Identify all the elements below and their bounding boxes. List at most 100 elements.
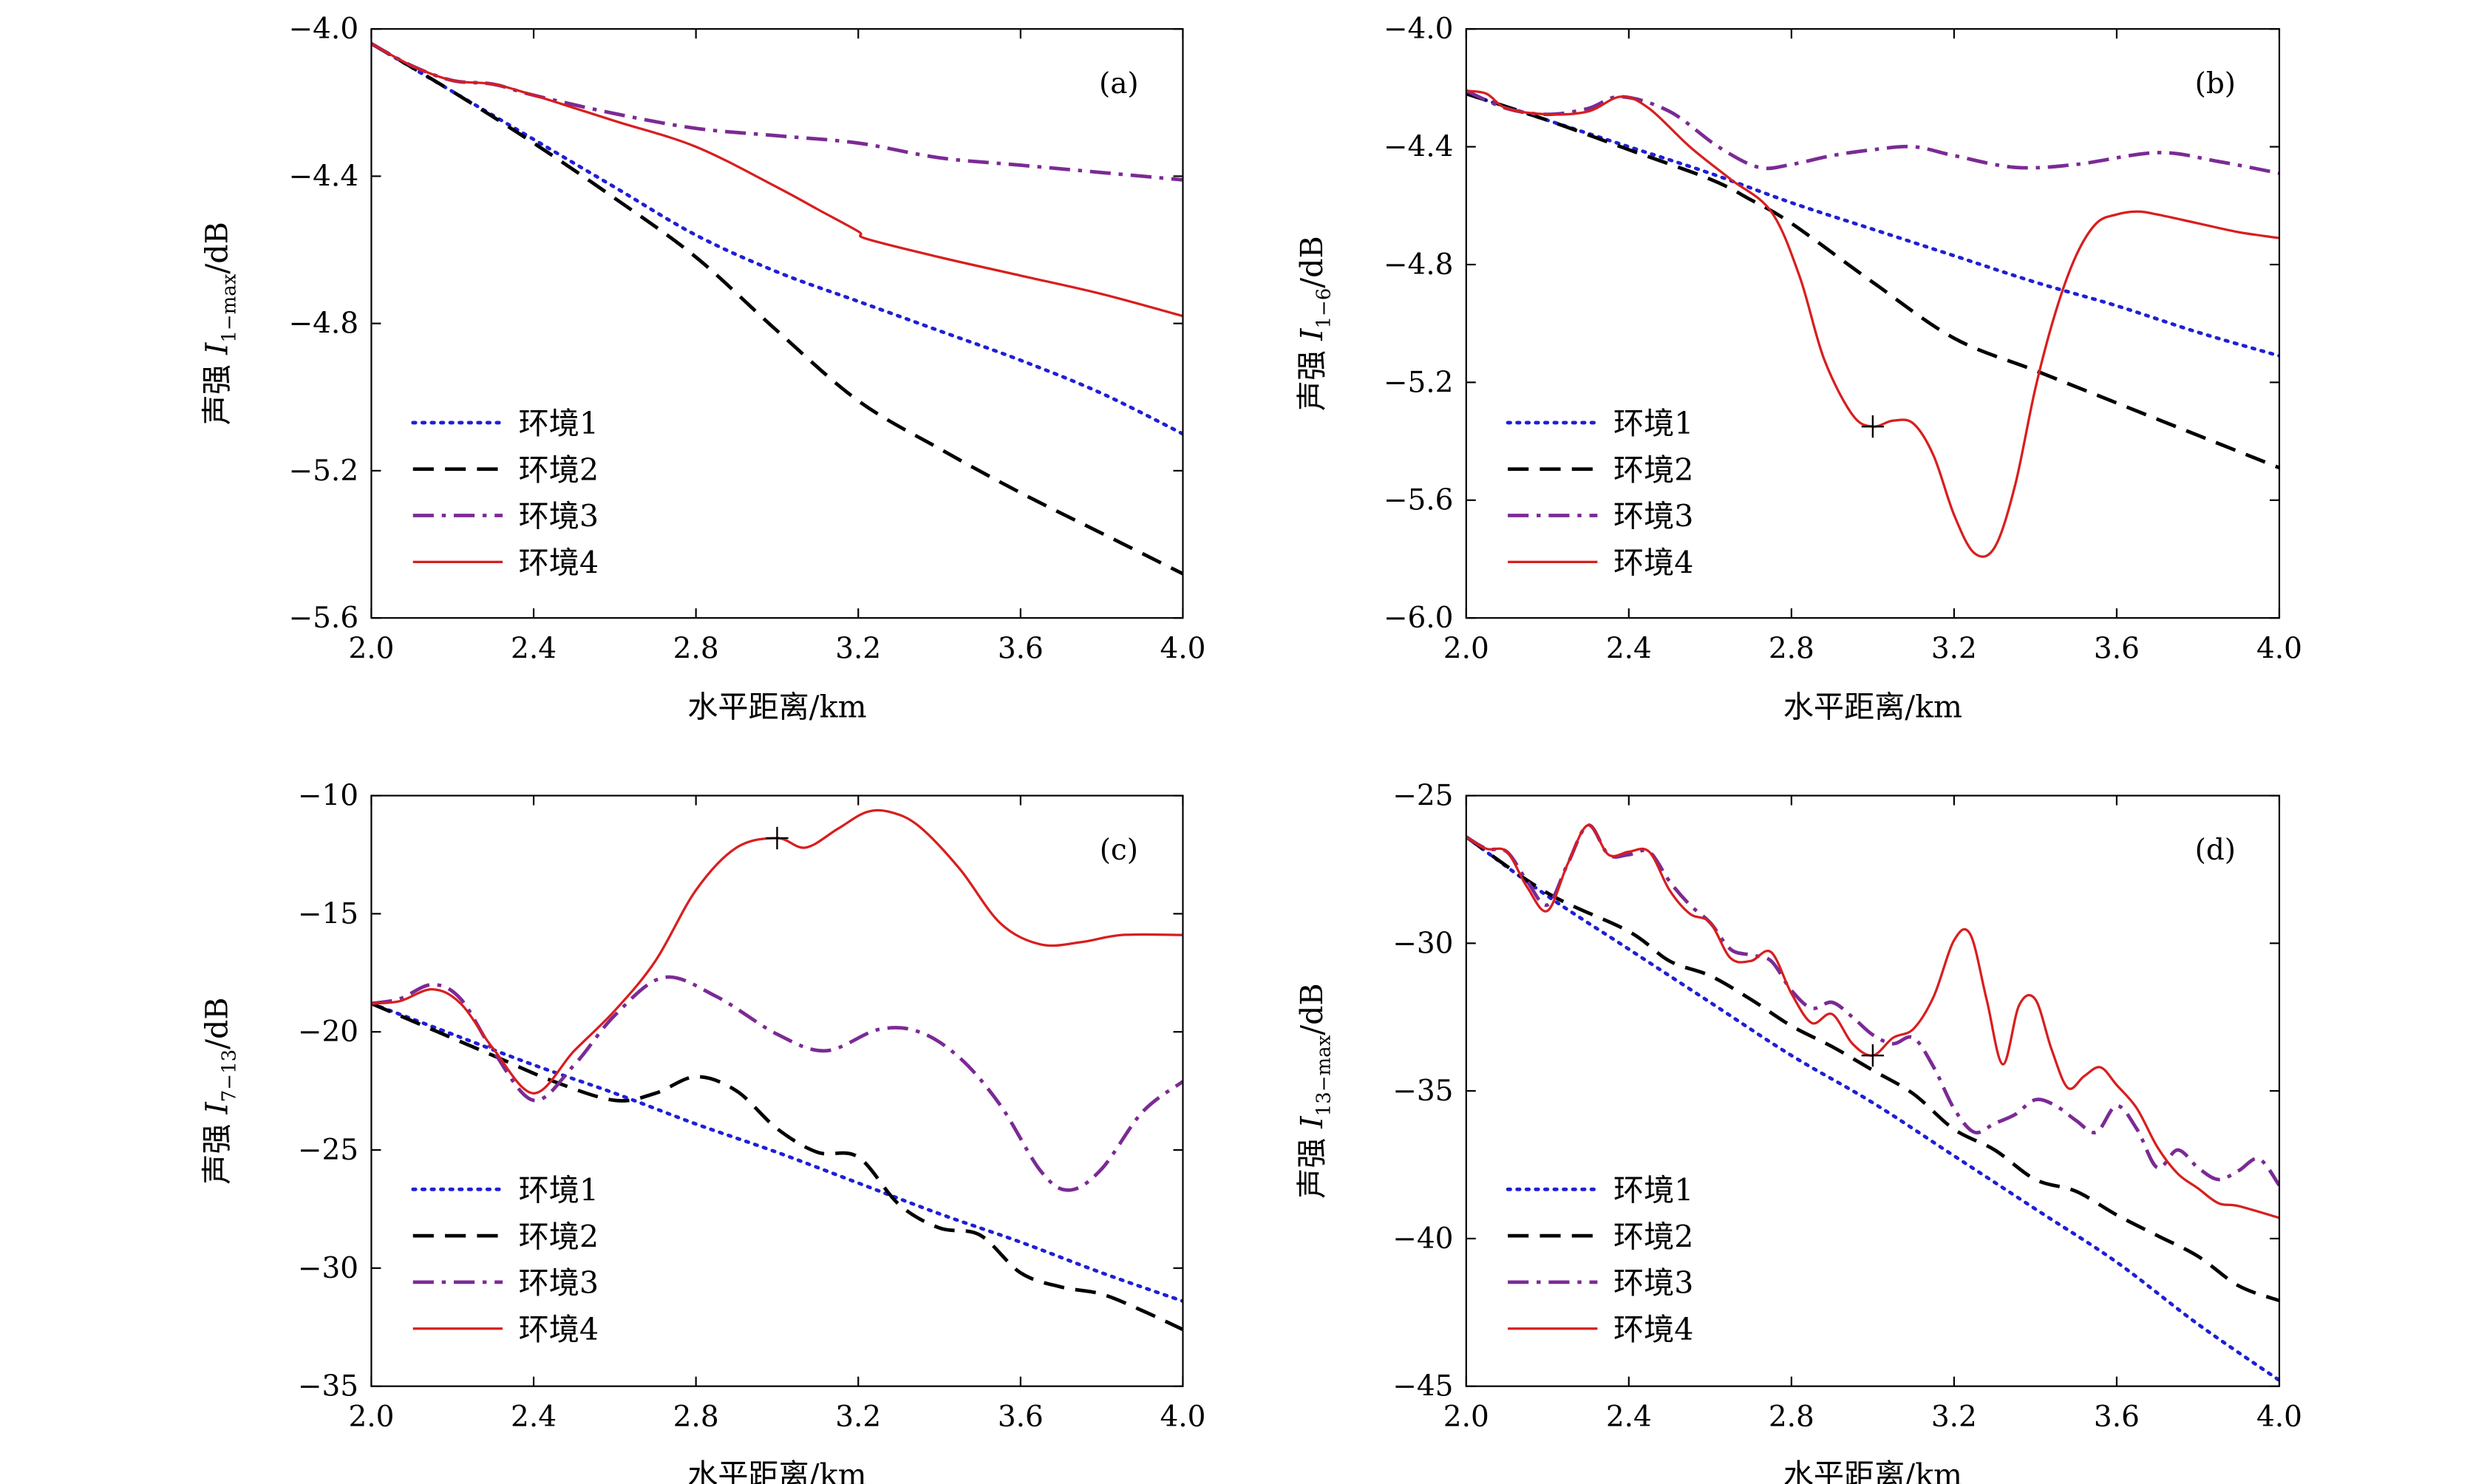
panel-2: 2.0 2.4 2.8 3.2 3.6 4.0 −4.0 −4.4 −4.8 −5.2 −5.6 −6… [1294, 13, 2302, 724]
y-label-var: I [1294, 1116, 1330, 1129]
x-tick-label: 2.4 [1606, 1400, 1652, 1434]
y-label-sub: 7−13 [218, 1049, 240, 1102]
x-tick-label: 2.0 [348, 1400, 394, 1434]
y-tick-label: −20 [298, 1015, 358, 1049]
x-tick-label: 4.0 [1160, 632, 1205, 665]
y-tick-label: −25 [298, 1134, 358, 1167]
x-tick-label: 3.6 [2094, 1400, 2140, 1434]
legend-label-4: 环境4 [519, 1312, 599, 1347]
x-tick-label: 2.8 [673, 632, 719, 665]
x-tick-label: 2.4 [1606, 632, 1652, 665]
x-tick-label: 2.4 [511, 1400, 557, 1434]
series-line-2 [1466, 92, 2279, 470]
y-label-prefix: 声强 [1294, 341, 1330, 411]
panel-tag: (d) [2195, 834, 2236, 867]
x-tick-label: 3.6 [2094, 632, 2140, 665]
x-tick-label: 2.8 [1769, 632, 1814, 665]
legend-label-3: 环境3 [519, 1265, 599, 1301]
y-label-prefix: 声强 [200, 1114, 235, 1184]
panel-3: 2.0 2.4 2.8 3.2 3.6 4.0 −10 −15 −20 −25 −30 −35 (c) 水… [200, 780, 1206, 1484]
x-tick-label: 2.0 [1443, 1400, 1489, 1434]
y-tick-label: −35 [1392, 1075, 1453, 1108]
x-tick-label: 4.0 [2256, 1400, 2302, 1434]
plot-frame [1465, 794, 2281, 1387]
y-tick-label: −5.6 [1384, 484, 1454, 517]
y-label-sub: 13−max [1313, 1035, 1336, 1116]
series-line-3 [1466, 823, 2279, 1187]
y-tick-label: −25 [1392, 780, 1453, 813]
y-label-sub: 1−6 [1313, 288, 1336, 329]
y-label-prefix: 声强 [1294, 1129, 1330, 1199]
x-axis-label: 水平距离/km [687, 1457, 866, 1484]
series-line-3 [371, 42, 1183, 182]
y-tick-label: −5.2 [1384, 366, 1454, 399]
y-tick-label: −40 [1392, 1222, 1453, 1256]
series-line-2 [371, 42, 1183, 576]
y-tick-label: −4.0 [288, 13, 358, 46]
marker-plus [766, 826, 789, 850]
x-tick-label: 3.2 [835, 1400, 881, 1434]
legend-label-1: 环境1 [519, 1172, 599, 1208]
x-tick-label: 4.0 [2256, 632, 2302, 665]
series-line-2 [371, 1001, 1183, 1332]
y-label-prefix: 声强 [200, 355, 235, 425]
legend-label-3: 环境3 [519, 499, 599, 534]
legend-label-1: 环境1 [1613, 1172, 1693, 1208]
x-tick-label: 3.6 [998, 1400, 1044, 1434]
series-line-3 [371, 975, 1183, 1192]
plot-frame [370, 794, 1184, 1387]
y-tick-label: −30 [298, 1252, 358, 1285]
y-label-var: I [200, 1101, 235, 1114]
x-tick-label: 2.0 [1443, 632, 1489, 665]
series-line-2 [1466, 835, 2279, 1303]
x-tick-label: 2.0 [348, 632, 394, 665]
y-tick-label: −45 [1392, 1370, 1453, 1403]
y-tick-label: −4.4 [288, 160, 358, 193]
marker-plus [1861, 415, 1885, 438]
x-axis-label: 水平距离/km [687, 689, 866, 724]
plot-frame [1465, 28, 2281, 619]
y-tick-label: −4.8 [1384, 248, 1454, 282]
y-tick-label: −4.4 [1384, 131, 1454, 164]
y-label-var: I [1294, 328, 1330, 341]
y-axis-label: 声强 I7−13/dB [200, 997, 241, 1184]
series-line-4 [371, 809, 1183, 1095]
series-line-1 [371, 41, 1183, 436]
legend-label-3: 环境3 [1613, 499, 1693, 534]
y-label-suffix: /dB [1294, 983, 1330, 1035]
y-axis-label: 声强 I1−6/dB [1294, 236, 1336, 411]
legend-label-2: 环境2 [1613, 452, 1693, 488]
y-tick-label: −35 [298, 1370, 358, 1403]
panel-tag: (a) [1099, 67, 1139, 101]
y-label-var: I [200, 342, 235, 355]
y-tick-label: −10 [298, 780, 358, 813]
x-tick-label: 2.8 [1769, 1400, 1814, 1434]
x-tick-label: 3.2 [1931, 632, 1977, 665]
panel-tag: (c) [1100, 834, 1138, 867]
marker-plus [1861, 1044, 1885, 1067]
panel-4: 2.0 2.4 2.8 3.2 3.6 4.0 −25 −30 −35 −40 −45 (d) 水平距离… [1294, 780, 2302, 1484]
x-tick-label: 3.2 [1931, 1400, 1977, 1434]
legend-label-1: 环境1 [1613, 406, 1693, 441]
x-tick-label: 2.8 [673, 1400, 719, 1434]
x-tick-label: 4.0 [1160, 1400, 1205, 1434]
y-tick-label: −6.0 [1384, 602, 1454, 635]
y-tick-label: −30 [1392, 927, 1453, 960]
legend-label-1: 环境1 [519, 406, 599, 441]
legend-label-2: 环境2 [519, 452, 599, 488]
series-line-1 [371, 1001, 1183, 1303]
legend-label-4: 环境4 [519, 545, 599, 581]
legend-label-2: 环境2 [1613, 1219, 1693, 1254]
series-line-4 [1466, 89, 2279, 558]
legend-label-4: 环境4 [1613, 1312, 1693, 1347]
legend-label-4: 环境4 [1613, 545, 1693, 581]
x-axis-label: 水平距离/km [1783, 1457, 1962, 1484]
series-line-4 [1466, 823, 2279, 1219]
series-line-4 [371, 42, 1183, 318]
y-tick-label: −4.0 [1384, 13, 1454, 46]
y-tick-label: −15 [298, 897, 358, 930]
panel-tag: (b) [2195, 67, 2236, 101]
y-label-suffix: /dB [1294, 236, 1330, 287]
